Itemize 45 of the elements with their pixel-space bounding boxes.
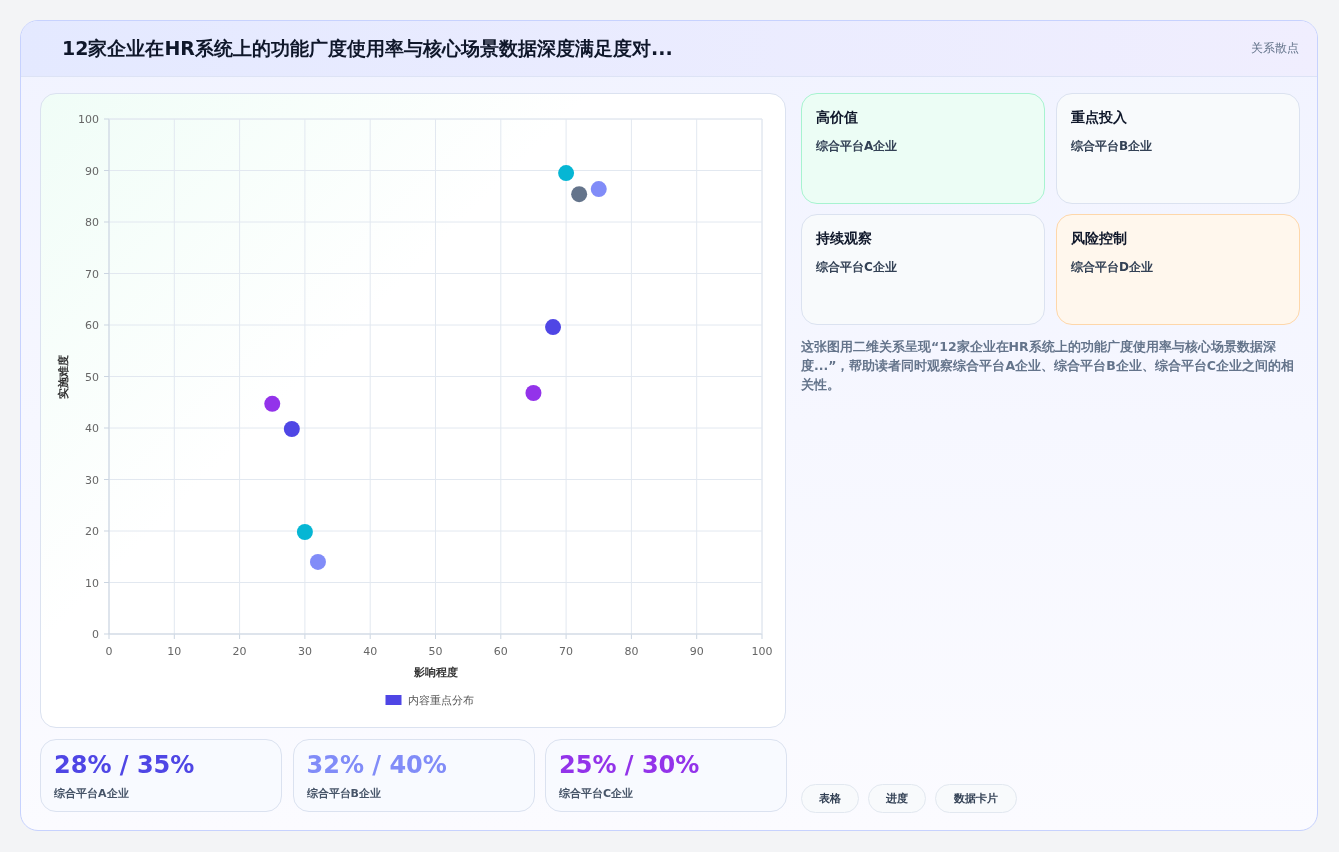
text: 这张图用二维关系呈现“12家企业在HR系统上的功能广度使用率与核心场景数据深度...”，帮助读者同时观察综合平台A企业、综合平台B企业、综合平台C企业之间的相关性。 — [801, 338, 1295, 394]
text: 持续观察 — [816, 230, 872, 248]
text: 关系散点 — [1251, 40, 1299, 57]
x-tick-label: 40 — [363, 645, 378, 658]
y-tick-label: 100 — [78, 113, 99, 126]
x-tick-label: 10 — [167, 645, 182, 658]
y-tick-label: 30 — [85, 473, 99, 487]
x-tick-label: 100 — [751, 645, 773, 658]
y-tick-label: 0 — [92, 628, 99, 641]
x-tick-label: 90 — [689, 645, 704, 658]
text: 表格 — [801, 784, 859, 813]
text: 32% / 40% — [306, 751, 447, 779]
y-tick-label: 70 — [85, 267, 99, 281]
y-tick-label: 90 — [85, 164, 99, 178]
x-tick-label: 0 — [105, 645, 113, 658]
text: 28% / 35% — [54, 751, 195, 779]
y-tick-label: 20 — [85, 525, 99, 538]
text: 综合平台D企业 — [1071, 259, 1153, 276]
x-axis-title: 影响程度 — [412, 666, 458, 679]
text: 综合平台C企业 — [559, 786, 634, 801]
text: 25% / 30% — [559, 751, 700, 779]
x-tick-label: 60 — [493, 645, 508, 658]
x-tick-label: 50 — [428, 645, 443, 658]
text: 风险控制 — [1071, 230, 1127, 248]
text: 综合平台A企业 — [816, 138, 898, 155]
text: 12家企业在HR系统上的功能广度使用率与核心场景数据深度满足度对... — [62, 36, 673, 61]
x-tick-label: 20 — [232, 645, 247, 658]
x-tick-label: 70 — [559, 645, 574, 658]
text: 数据卡片 — [935, 784, 1017, 813]
y-tick-label: 10 — [85, 576, 99, 590]
x-tick-label: 80 — [624, 645, 639, 658]
text: 进度 — [868, 784, 926, 813]
y-tick-label: 80 — [85, 216, 99, 229]
x-tick-label: 30 — [297, 645, 312, 658]
y-axis-title: 实施难度 — [57, 354, 70, 399]
legend-label: 内容重点分布 — [407, 694, 474, 707]
text: 综合平台C企业 — [816, 259, 897, 276]
y-tick-label: 40 — [85, 422, 99, 435]
text: 综合平台B企业 — [306, 786, 381, 801]
text: 重点投入 — [1071, 109, 1127, 127]
y-tick-label: 60 — [85, 319, 99, 332]
text: 综合平台B企业 — [1071, 138, 1153, 155]
text: 高价值 — [816, 109, 858, 127]
y-tick-label: 50 — [85, 370, 99, 384]
text: 综合平台A企业 — [54, 786, 129, 801]
